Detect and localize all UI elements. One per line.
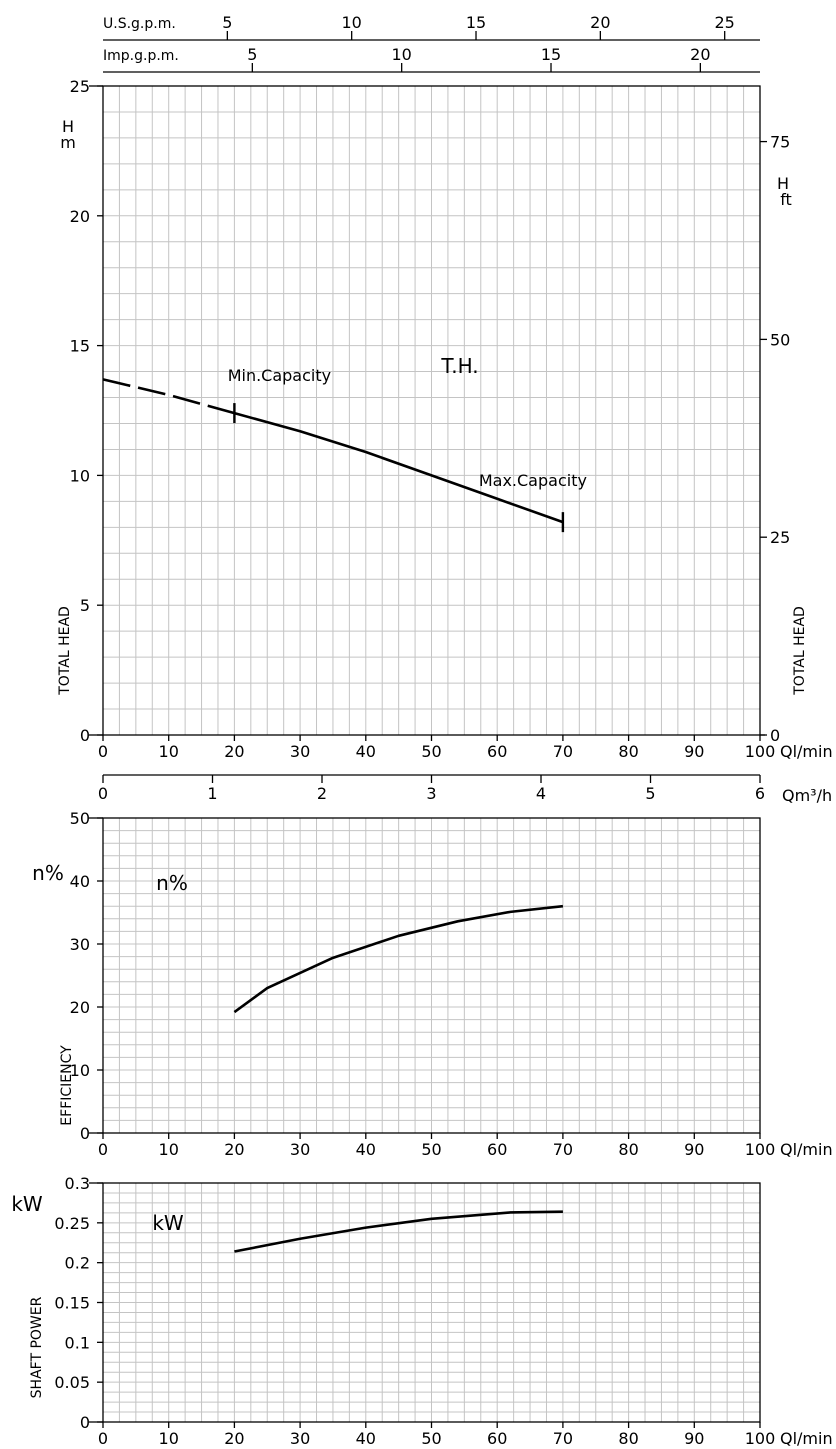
head-series-line <box>234 411 564 524</box>
max-capacity-label: Max.Capacity <box>479 471 587 490</box>
head-y-tick-label: 5 <box>80 596 90 615</box>
efficiency-series-label: n% <box>156 871 188 895</box>
head-unit-h-left: H <box>62 117 74 136</box>
right-y-tick-label: 0 <box>770 726 780 745</box>
head-y-tick-label: 15 <box>70 337 90 356</box>
efficiency-y-tick-label: 10 <box>70 1061 90 1080</box>
power-y-tick-label: 0.25 <box>54 1214 90 1233</box>
head-x-tick-label: 90 <box>684 742 704 761</box>
efficiency-y-tick-label: 0 <box>80 1124 90 1143</box>
efficiency-y-tick-label: 20 <box>70 998 90 1017</box>
head-right-axis-title: TOTAL HEAD <box>792 606 808 696</box>
efficiency-x-tick-label: 100 <box>745 1140 776 1159</box>
m3h-tick-label: 1 <box>207 784 217 803</box>
power-axis-title: SHAFT POWER <box>29 1296 45 1398</box>
power-x-tick-label: 0 <box>98 1429 108 1448</box>
head-y-tick-label: 0 <box>80 726 90 745</box>
head-series-label: T.H. <box>440 354 478 378</box>
power-x-tick-label: 80 <box>618 1429 638 1448</box>
top-axis-label-1: U.S.g.p.m. <box>103 16 176 32</box>
efficiency-x-tick-label: 90 <box>684 1140 704 1159</box>
head-x-tick-label: 40 <box>356 742 376 761</box>
efficiency-unit-label: n% <box>32 861 64 885</box>
efficiency-y-tick-label: 30 <box>70 935 90 954</box>
head-x-tick-label: 80 <box>618 742 638 761</box>
min-capacity-label: Min.Capacity <box>228 366 331 385</box>
head-left-axis-title: TOTAL HEAD <box>57 606 73 696</box>
m3h-tick-label: 6 <box>755 784 765 803</box>
right-y-tick-label: 50 <box>770 330 790 349</box>
efficiency-x-tick-label: 80 <box>618 1140 638 1159</box>
power-y-tick-label: 0.1 <box>65 1333 90 1352</box>
power-x-tick-label: 30 <box>290 1429 310 1448</box>
power-y-tick-label: 0 <box>80 1413 90 1432</box>
head-x-tick-label: 10 <box>159 742 179 761</box>
head-y-tick-label: 20 <box>70 207 90 226</box>
efficiency-x-axis-label: Ql/min <box>780 1140 833 1159</box>
head-x-tick-label: 20 <box>224 742 244 761</box>
power-series-line <box>234 1210 563 1253</box>
m3h-tick-label: 4 <box>536 784 546 803</box>
m3h-axis-label: Qm³/h <box>782 786 832 805</box>
head-unit-ft: ft <box>780 190 792 209</box>
top-axis-tick-label-1: 10 <box>341 13 361 32</box>
head-x-tick-label: 100 <box>745 742 776 761</box>
m3h-tick-label: 5 <box>645 784 655 803</box>
power-series-label: kW <box>152 1211 184 1235</box>
head-x-tick-label: 0 <box>98 742 108 761</box>
power-x-tick-label: 40 <box>356 1429 376 1448</box>
power-y-tick-label: 0.15 <box>54 1294 90 1313</box>
power-x-tick-label: 50 <box>421 1429 441 1448</box>
efficiency-y-tick-label: 50 <box>70 809 90 828</box>
efficiency-series-line <box>233 904 564 1014</box>
efficiency-x-tick-label: 10 <box>159 1140 179 1159</box>
top-axis-tick-label-1: 25 <box>715 13 735 32</box>
head-x-tick-label: 60 <box>487 742 507 761</box>
efficiency-axis-title: EFFICIENCY <box>59 1045 75 1126</box>
m3h-tick-label: 2 <box>317 784 327 803</box>
power-x-tick-label: 10 <box>159 1429 179 1448</box>
head-x-axis-label: Ql/min <box>780 742 833 761</box>
right-y-tick-label: 75 <box>770 133 790 152</box>
head-x-tick-label: 30 <box>290 742 310 761</box>
efficiency-x-tick-label: 0 <box>98 1140 108 1159</box>
efficiency-y-tick-label: 40 <box>70 872 90 891</box>
efficiency-x-tick-label: 60 <box>487 1140 507 1159</box>
power-y-tick-label: 0.3 <box>65 1174 90 1193</box>
top-axis-tick-label-1: 15 <box>466 13 486 32</box>
top-axis-tick-label-1: 20 <box>590 13 610 32</box>
head-series-dashed <box>102 378 235 415</box>
head-x-tick-label: 70 <box>553 742 573 761</box>
power-x-tick-label: 100 <box>745 1429 776 1448</box>
top-axis-label-2: Imp.g.p.m. <box>103 48 179 64</box>
power-unit-label: kW <box>11 1192 43 1216</box>
right-y-tick-label: 25 <box>770 528 790 547</box>
efficiency-x-tick-label: 50 <box>421 1140 441 1159</box>
power-x-tick-label: 60 <box>487 1429 507 1448</box>
m3h-tick-label: 0 <box>98 784 108 803</box>
head-y-tick-label: 25 <box>70 77 90 96</box>
m3h-tick-label: 3 <box>426 784 436 803</box>
power-x-tick-label: 20 <box>224 1429 244 1448</box>
power-y-tick-label: 0.05 <box>54 1373 90 1392</box>
efficiency-x-tick-label: 40 <box>356 1140 376 1159</box>
power-y-tick-label: 0.2 <box>65 1254 90 1273</box>
efficiency-x-tick-label: 70 <box>553 1140 573 1159</box>
top-axis-tick-label-2: 20 <box>690 45 710 64</box>
power-x-axis-label: Ql/min <box>780 1429 833 1448</box>
efficiency-x-tick-label: 30 <box>290 1140 310 1159</box>
power-x-tick-label: 70 <box>553 1429 573 1448</box>
head-unit-h-right: H <box>777 174 789 193</box>
head-unit-m: m <box>60 133 76 152</box>
efficiency-x-tick-label: 20 <box>224 1140 244 1159</box>
head-y-tick-label: 10 <box>70 466 90 485</box>
power-x-tick-label: 90 <box>684 1429 704 1448</box>
top-axis-tick-label-1: 5 <box>222 13 232 32</box>
top-axis-tick-label-2: 5 <box>247 45 257 64</box>
top-axis-tick-label-2: 10 <box>391 45 411 64</box>
top-axis-tick-label-2: 15 <box>541 45 561 64</box>
head-x-tick-label: 50 <box>421 742 441 761</box>
